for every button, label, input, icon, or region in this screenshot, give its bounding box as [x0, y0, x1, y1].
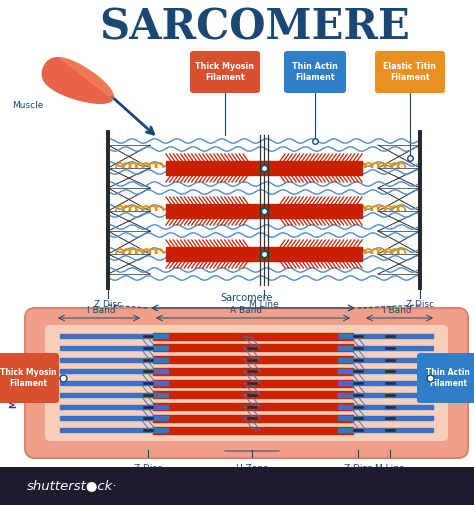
- FancyBboxPatch shape: [375, 51, 445, 93]
- Text: Sarcomere: Sarcomere: [220, 293, 273, 303]
- Text: Thick Myosin
Filament: Thick Myosin Filament: [0, 368, 56, 388]
- Polygon shape: [60, 58, 113, 99]
- FancyBboxPatch shape: [25, 308, 468, 458]
- Text: shutterst●ck·: shutterst●ck·: [27, 480, 117, 492]
- Text: Z Disc: Z Disc: [406, 300, 434, 309]
- Text: Z Disc: Z Disc: [94, 300, 122, 309]
- FancyBboxPatch shape: [0, 353, 59, 403]
- Text: Muscle: Muscle: [12, 100, 44, 110]
- Bar: [106, 130, 110, 290]
- FancyBboxPatch shape: [284, 51, 346, 93]
- Text: MYOFIBRIL: MYOFIBRIL: [9, 359, 18, 408]
- Text: Z Disc: Z Disc: [134, 464, 162, 473]
- Bar: [0, 467, 474, 505]
- FancyBboxPatch shape: [417, 353, 474, 403]
- Text: Thin Actin
Filament: Thin Actin Filament: [426, 368, 470, 388]
- Text: Thin Actin
Filament: Thin Actin Filament: [292, 62, 338, 82]
- Polygon shape: [42, 58, 113, 104]
- Text: Z Disc: Z Disc: [344, 464, 372, 473]
- Text: Thick Myosin
Filament: Thick Myosin Filament: [195, 62, 255, 82]
- Text: M Line: M Line: [249, 300, 279, 309]
- Text: I Band: I Band: [383, 306, 411, 315]
- Text: SARCOMERE: SARCOMERE: [100, 7, 410, 49]
- Text: Elastic Titin
Filament: Elastic Titin Filament: [383, 62, 437, 82]
- Text: I Band: I Band: [87, 306, 116, 315]
- Text: M Line: M Line: [375, 464, 405, 473]
- FancyBboxPatch shape: [190, 51, 260, 93]
- Text: A Band: A Band: [230, 306, 263, 315]
- FancyBboxPatch shape: [45, 325, 448, 441]
- Bar: [418, 130, 422, 290]
- Text: H Zone: H Zone: [236, 464, 268, 473]
